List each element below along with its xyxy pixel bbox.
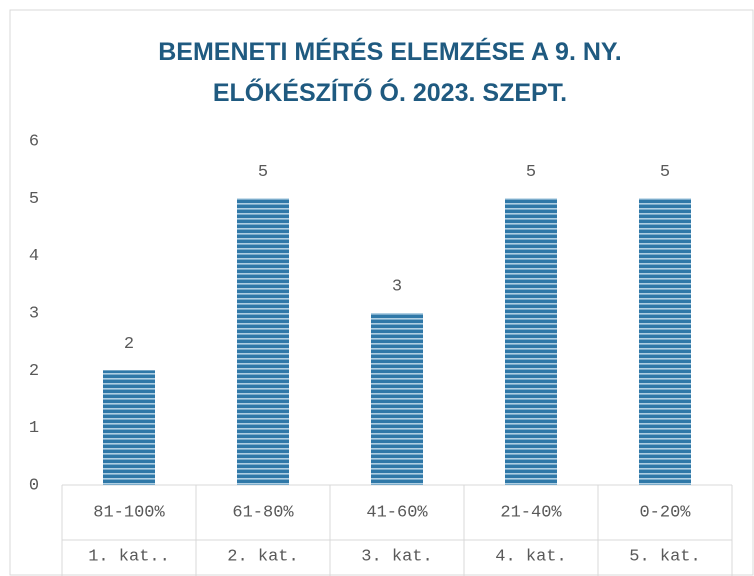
y-tick-label: 2 [29,362,39,381]
chart-border [9,9,754,576]
x-tick-label: 4. kat. [495,547,566,566]
y-tick-label: 6 [29,132,39,151]
chart-title: ELŐKÉSZÍTŐ Ó. 2023. SZEPT. [213,77,567,107]
x-tick-label: 21-40% [500,503,562,522]
chart-title: BEMENETI MÉRÉS ELEMZÉSE A 9. NY. [158,37,622,66]
x-tick-label: 81-100% [93,503,165,522]
x-tick-label: 3. kat. [361,547,432,566]
data-label: 2 [124,335,134,354]
x-tick-label: 1. kat.. [88,547,170,566]
bar [103,370,155,485]
y-tick-label: 3 [29,304,39,323]
y-tick-label: 4 [29,247,39,266]
data-label: 5 [660,163,670,182]
x-tick-label: 61-80% [232,503,294,522]
y-tick-label: 1 [29,419,39,438]
bar [505,198,557,486]
y-tick-label: 0 [29,476,39,495]
y-tick-label: 5 [29,190,39,209]
bar [371,313,423,485]
data-label: 5 [258,163,268,182]
bar [639,198,691,486]
bar [237,198,289,486]
data-label: 5 [526,163,536,182]
x-tick-label: 2. kat. [227,547,298,566]
x-tick-label: 0-20% [639,503,691,522]
data-label: 3 [392,277,402,296]
x-tick-label: 5. kat. [629,547,700,566]
x-tick-label: 41-60% [366,503,428,522]
